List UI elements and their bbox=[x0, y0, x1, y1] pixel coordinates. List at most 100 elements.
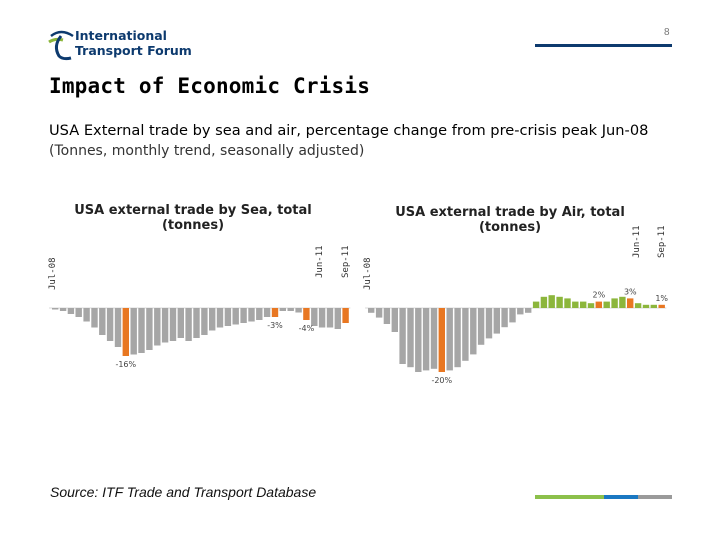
bar-negative bbox=[271, 308, 279, 317]
bar-negative bbox=[256, 308, 263, 320]
bar-negative bbox=[303, 308, 310, 320]
bar-negative bbox=[216, 308, 224, 328]
bar-negative bbox=[342, 308, 349, 323]
bar-negative bbox=[138, 308, 145, 353]
bar-negative bbox=[517, 308, 524, 315]
bar-positive bbox=[580, 301, 587, 308]
bar-negative bbox=[130, 308, 137, 355]
chart-title: USA external trade by Air, total (tonnes) bbox=[395, 205, 625, 235]
data-label: -3% bbox=[267, 321, 283, 330]
bar-negative bbox=[375, 308, 383, 318]
bar-negative bbox=[391, 308, 398, 332]
bar-positive bbox=[540, 296, 548, 308]
bar-negative bbox=[311, 308, 318, 326]
bar-positive bbox=[587, 303, 595, 308]
bar-positive bbox=[611, 298, 618, 308]
bar-positive bbox=[650, 304, 657, 308]
bar-negative bbox=[99, 308, 106, 335]
bar-positive bbox=[627, 298, 634, 308]
bar-negative bbox=[201, 308, 208, 335]
bar-negative bbox=[493, 308, 500, 334]
bar-negative bbox=[446, 308, 453, 371]
bar-negative bbox=[114, 308, 122, 347]
bar-negative bbox=[122, 308, 129, 356]
bar-negative bbox=[477, 308, 485, 345]
bar-negative bbox=[240, 308, 247, 323]
bar-negative bbox=[422, 308, 430, 371]
bar-negative bbox=[52, 308, 59, 310]
footer-bar-grey bbox=[638, 495, 672, 499]
bar-negative bbox=[232, 308, 239, 325]
bar-negative bbox=[334, 308, 341, 329]
bar-negative bbox=[318, 308, 326, 328]
bar-negative bbox=[263, 308, 271, 317]
bar-negative bbox=[83, 308, 90, 322]
bar-positive bbox=[658, 304, 665, 308]
chart-title-line-1: USA external trade by Sea, total bbox=[74, 203, 312, 218]
bar-negative bbox=[415, 308, 422, 372]
bar-negative bbox=[67, 308, 75, 314]
bar-negative bbox=[295, 308, 302, 313]
x-tick-label: Jun-11 bbox=[632, 225, 642, 258]
logo-line-1: International bbox=[75, 28, 167, 43]
data-label: 1% bbox=[655, 294, 668, 303]
bar-negative bbox=[248, 308, 255, 322]
bar-negative bbox=[407, 308, 414, 368]
data-label: -16% bbox=[115, 360, 136, 369]
bar-negative bbox=[161, 308, 169, 343]
bar-negative bbox=[525, 308, 532, 313]
itf-logo: International Transport Forum bbox=[47, 28, 197, 64]
bar-negative bbox=[462, 308, 469, 361]
bar-negative bbox=[470, 308, 477, 355]
bar-negative bbox=[209, 308, 216, 331]
bar-negative bbox=[399, 308, 406, 364]
footer-bar-blue bbox=[604, 495, 638, 499]
x-tick-label: Sep-11 bbox=[657, 225, 667, 258]
itf-logo-icon bbox=[48, 30, 74, 61]
bar-positive bbox=[548, 295, 555, 308]
bar-negative bbox=[501, 308, 508, 328]
chart-title-line-1: USA external trade by Air, total bbox=[395, 205, 625, 220]
bar-negative bbox=[279, 308, 286, 311]
bar-positive bbox=[634, 303, 642, 308]
logo-line-2: Transport Forum bbox=[75, 43, 192, 58]
bar-negative bbox=[169, 308, 177, 341]
bar-negative bbox=[146, 308, 153, 350]
bar-negative bbox=[75, 308, 82, 317]
logo-wordmark: International Transport Forum bbox=[75, 28, 192, 58]
bar-positive bbox=[532, 301, 540, 308]
bar-negative bbox=[193, 308, 200, 338]
bar-negative bbox=[287, 308, 294, 311]
bar-negative bbox=[430, 308, 438, 369]
bar-positive bbox=[595, 301, 602, 308]
data-label: -20% bbox=[431, 376, 452, 385]
chart-title: USA external trade by Sea, total (tonnes) bbox=[74, 203, 312, 233]
bar-negative bbox=[383, 308, 391, 324]
bar-negative bbox=[177, 308, 184, 338]
x-tick-label: Jun-11 bbox=[315, 245, 325, 278]
x-tick-label: Sep-11 bbox=[341, 245, 351, 278]
bar-negative bbox=[59, 308, 67, 311]
slide-subtitle: USA External trade by sea and air, perce… bbox=[49, 121, 689, 161]
data-label: 3% bbox=[624, 287, 637, 296]
bar-negative bbox=[438, 308, 445, 372]
data-label: 2% bbox=[593, 291, 606, 300]
data-label: -4% bbox=[299, 324, 315, 333]
bar-negative bbox=[368, 308, 375, 313]
bar-positive bbox=[642, 304, 650, 308]
bar-negative bbox=[454, 308, 461, 368]
bar-negative bbox=[185, 308, 192, 341]
subtitle-note: (Tonnes, monthly trend, seasonally adjus… bbox=[49, 143, 365, 159]
bar-negative bbox=[509, 308, 516, 323]
bar-negative bbox=[91, 308, 98, 328]
source-note: Source: ITF Trade and Transport Database bbox=[50, 484, 317, 500]
air-chart: USA external trade by Air, total (tonnes)… bbox=[363, 205, 668, 385]
bar-positive bbox=[603, 301, 610, 308]
x-tick-label: Jul-08 bbox=[48, 257, 58, 290]
bar-negative bbox=[224, 308, 232, 326]
bar-positive bbox=[572, 301, 579, 308]
chart-title-line-2: (tonnes) bbox=[162, 218, 224, 233]
bar-positive bbox=[556, 296, 563, 308]
header-rule bbox=[535, 44, 672, 47]
